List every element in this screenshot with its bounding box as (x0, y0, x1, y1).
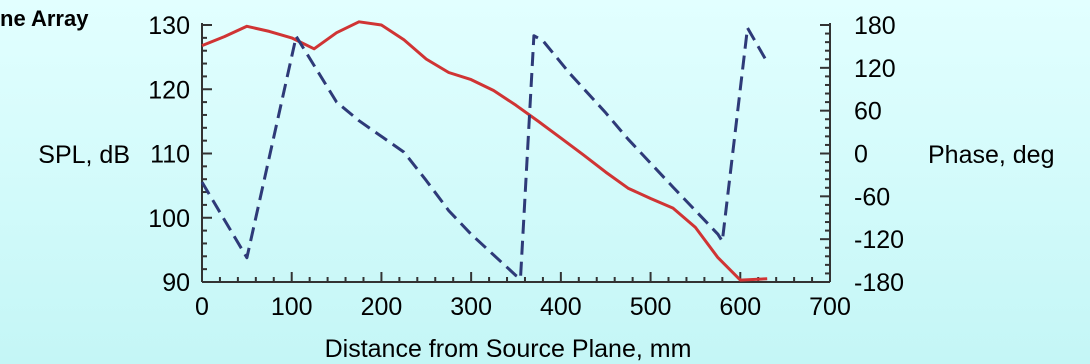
axes (201, 23, 831, 283)
y-right-tick-label: -180 (854, 269, 904, 297)
x-tick-label: 600 (719, 293, 761, 321)
y-left-tick-label: 120 (148, 76, 190, 104)
y-left-tick-label: 110 (150, 141, 190, 169)
x-tick-label: 100 (271, 293, 313, 321)
x-tick-label: 200 (361, 293, 403, 321)
y-right-tick-label: 180 (854, 12, 896, 40)
y-left-tick-label: 100 (148, 205, 190, 233)
x-tick-label: 400 (540, 293, 582, 321)
y-right-tick-label: 120 (854, 55, 896, 83)
spl-series-line (201, 20, 768, 282)
chart-title: ne Array (0, 6, 89, 31)
x-tick-label: 0 (195, 293, 209, 321)
plot-area (200, 20, 769, 282)
y-left-tick-label: 130 (148, 12, 190, 40)
x-tick-label: 500 (630, 293, 672, 321)
y-left-tick-label: 90 (162, 269, 190, 297)
y-axis-right-label: Phase, deg (928, 141, 1055, 169)
y-right-tick-label: -120 (854, 226, 904, 254)
x-tick-label: 700 (809, 293, 851, 321)
x-axis-label: Distance from Source Plane, mm (325, 335, 692, 363)
y-right-tick-label: 60 (854, 98, 882, 126)
phase-series-line (200, 26, 769, 280)
y-right-tick-label: -60 (854, 183, 890, 211)
y-right-tick-label: 0 (854, 141, 868, 169)
y-axis-left-label: SPL, dB (38, 141, 130, 169)
x-tick-label: 300 (450, 293, 492, 321)
tick-labels: 0 100 200 300 400 500 600 70090100110120130-180… (148, 12, 904, 321)
